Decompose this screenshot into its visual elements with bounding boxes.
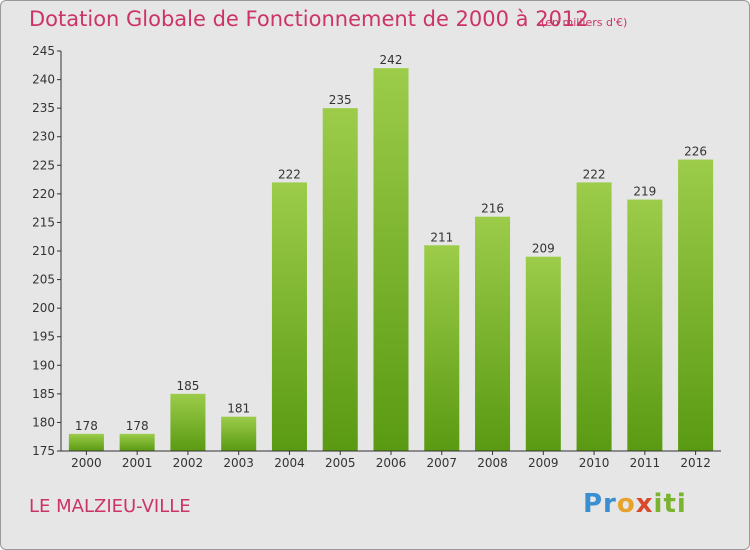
x-tick-label: 2000 [71,456,102,470]
commune-name: LE MALZIEU-VILLE [29,496,191,517]
bar-2003 [221,416,257,451]
bar-value-label: 242 [380,53,403,67]
x-tick-label: 2004 [274,456,305,470]
x-tick-label: 2009 [528,456,559,470]
y-tick-label: 215 [32,215,55,229]
bar-value-label: 209 [532,242,555,256]
bar-2002 [170,393,206,451]
y-tick-label: 180 [32,415,55,429]
x-tick-label: 2006 [376,456,407,470]
y-tick-label: 225 [32,158,55,172]
x-tick-label: 2002 [173,456,204,470]
y-tick-label: 175 [32,444,55,458]
y-tick-label: 220 [32,187,55,201]
y-tick-label: 190 [32,358,55,372]
bar-value-label: 178 [75,419,98,433]
bar-2010 [576,182,612,451]
bar-2007 [424,245,460,451]
bar-value-label: 181 [227,402,250,416]
bar-2012 [678,159,714,452]
proxiti-logo: Proxiti [583,489,687,519]
bar-value-label: 216 [481,202,504,216]
x-tick-label: 2011 [630,456,661,470]
bar-value-label: 235 [329,93,352,107]
bar-2004 [271,182,307,451]
bar-2000 [68,433,104,451]
bar-2006 [373,68,409,452]
y-tick-label: 240 [32,73,55,87]
chart-subtitle: (en milliers d'€) [541,16,628,29]
bar-value-label: 226 [684,145,707,159]
y-tick-label: 185 [32,387,55,401]
bar-value-label: 219 [633,185,656,199]
x-tick-label: 2007 [426,456,457,470]
bar-2005 [322,108,358,452]
bar-2009 [525,256,561,451]
bar-2008 [475,216,511,451]
y-tick-label: 200 [32,301,55,315]
y-tick-label: 245 [32,44,55,58]
bar-value-label: 185 [176,379,199,393]
bar-2011 [627,199,663,451]
x-tick-label: 2010 [579,456,610,470]
y-tick-label: 210 [32,244,55,258]
bar-value-label: 222 [583,167,606,181]
y-tick-label: 235 [32,101,55,115]
y-tick-label: 195 [32,330,55,344]
y-tick-label: 205 [32,273,55,287]
y-tick-label: 230 [32,130,55,144]
bar-value-label: 211 [430,230,453,244]
bar-value-label: 178 [126,419,149,433]
x-tick-label: 2003 [223,456,254,470]
x-tick-label: 2001 [122,456,153,470]
x-tick-label: 2005 [325,456,356,470]
bar-2001 [119,433,155,451]
bar-value-label: 222 [278,167,301,181]
chart-title: Dotation Globale de Fonctionnement de 20… [29,7,589,31]
x-tick-label: 2008 [477,456,508,470]
x-tick-label: 2012 [680,456,711,470]
